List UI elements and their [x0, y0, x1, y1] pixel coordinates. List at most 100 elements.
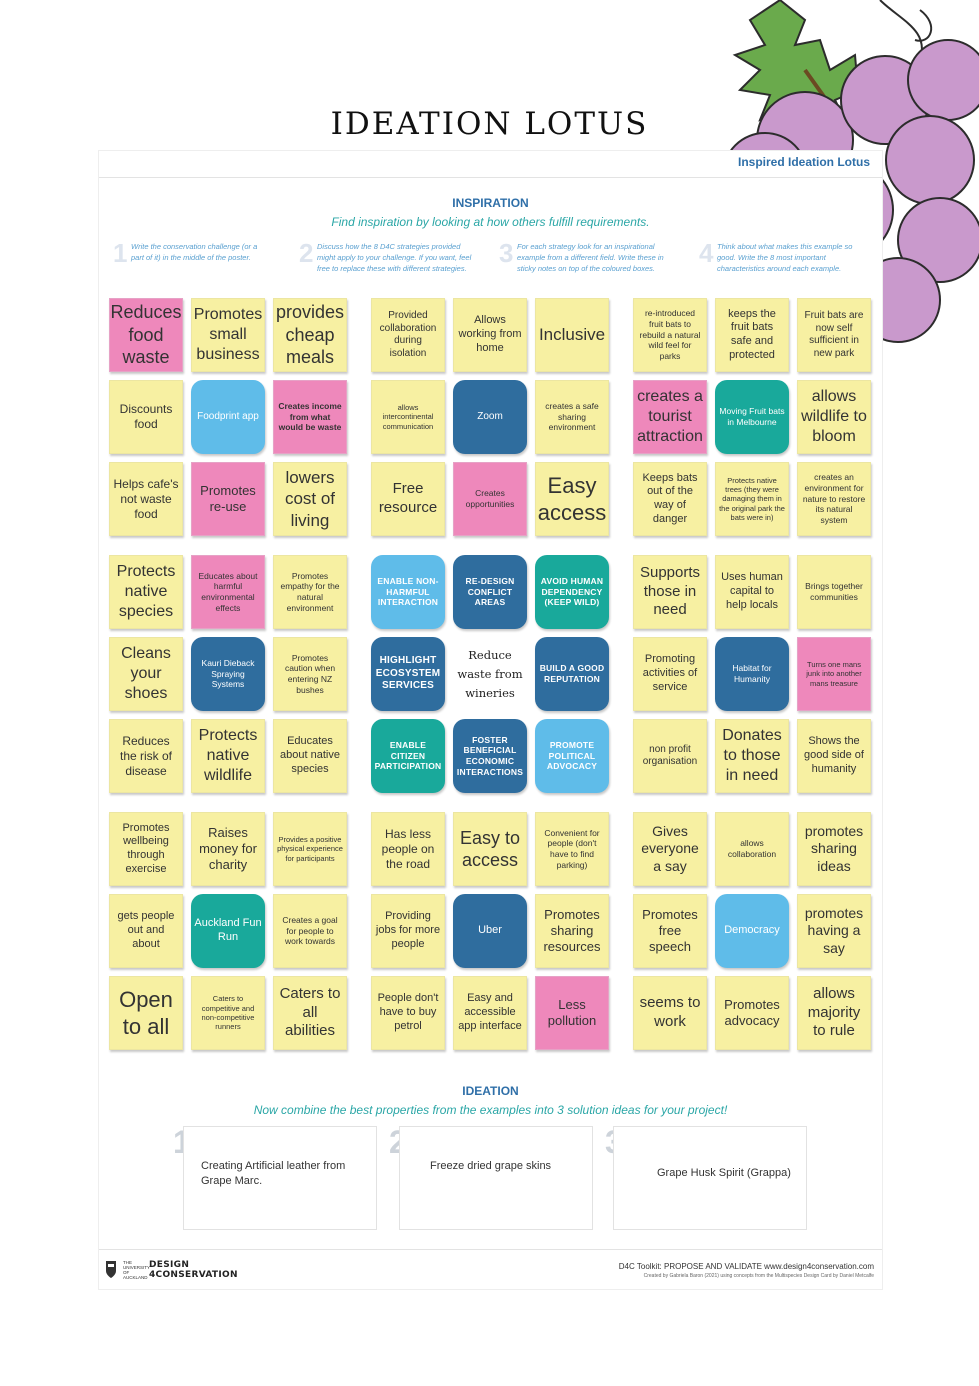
sticky-note[interactable]: Promotes re-use	[191, 462, 265, 536]
sticky-note[interactable]: Free resource	[371, 462, 445, 536]
sticky-note[interactable]: Protects native wildlife	[191, 719, 265, 793]
sticky-note[interactable]: allows wildlife to bloom	[797, 380, 871, 454]
sticky-note[interactable]: Inclusive	[535, 298, 609, 372]
sticky-note[interactable]: creates an environment for nature to res…	[797, 462, 871, 536]
sticky-note[interactable]: keeps the fruit bats safe and protected	[715, 298, 789, 372]
sticky-note[interactable]: Provides a positive physical experience …	[273, 812, 347, 886]
sticky-note[interactable]: Has less people on the road	[371, 812, 445, 886]
sticky-note[interactable]: Promotes sharing resources	[535, 894, 609, 968]
sticky-note[interactable]: Promotes empathy for the natural environ…	[273, 555, 347, 629]
sticky-note[interactable]: Supports those in need	[633, 555, 707, 629]
sticky-note[interactable]: Fruit bats are now self sufficient in ne…	[797, 298, 871, 372]
sticky-note[interactable]: Uber	[453, 894, 527, 968]
sticky-note[interactable]: Easy and accessible app interface	[453, 976, 527, 1050]
note-text: Protects native wildlife	[198, 727, 258, 784]
sticky-note[interactable]: Allows working from home	[453, 298, 527, 372]
note-text: Creates income from what would be waste	[278, 401, 342, 433]
sticky-note[interactable]: allows collaboration	[715, 812, 789, 886]
sticky-note[interactable]: promotes sharing ideas	[797, 812, 871, 886]
sticky-note[interactable]: seems to work	[633, 976, 707, 1050]
sticky-note[interactable]: Promotes free speech	[633, 894, 707, 968]
strategy-card[interactable]: BUILD A GOOD REPUTATION	[535, 637, 609, 711]
note-text: Promoting activities of service	[642, 653, 698, 693]
sticky-note[interactable]: creates a tourist attraction	[633, 380, 707, 454]
sticky-note[interactable]: Moving Fruit bats in Melbourne	[715, 380, 789, 454]
sticky-note[interactable]: promotes having a say	[797, 894, 871, 968]
note-text: Fruit bats are now self sufficient in ne…	[804, 310, 864, 359]
note-text: Gives everyone a say	[641, 822, 699, 874]
sticky-note[interactable]: lowers cost of living	[273, 462, 347, 536]
step-text: Write the conservation challenge (or a p…	[131, 242, 258, 262]
sticky-note[interactable]: Educates about native species	[273, 719, 347, 793]
sticky-note[interactable]: Helps cafe's not waste food	[109, 462, 183, 536]
note-text: lowers cost of living	[284, 468, 336, 530]
central-challenge-note[interactable]: Reduce waste from wineries	[453, 637, 527, 711]
strategy-card[interactable]: FOSTER BENEFICIAL ECONOMIC INTERACTIONS	[453, 719, 527, 793]
sticky-note[interactable]: Habitat for Humanity	[715, 637, 789, 711]
sticky-note[interactable]: Promotes caution when entering NZ bushes	[273, 637, 347, 711]
sticky-note[interactable]: Cleans your shoes	[109, 637, 183, 711]
idea-box-1[interactable]	[183, 1126, 377, 1230]
sticky-note[interactable]: Protects native trees (they were damagin…	[715, 462, 789, 536]
note-text: Reduce waste from wineries	[457, 647, 523, 700]
sticky-note[interactable]: Turns one mans junk into another mans tr…	[797, 637, 871, 711]
sticky-note[interactable]: People don't have to buy petrol	[371, 976, 445, 1050]
sticky-note[interactable]: Protects native species	[109, 555, 183, 629]
note-text: Providing jobs for more people	[375, 910, 441, 950]
sticky-note[interactable]: Discounts food	[109, 380, 183, 454]
sticky-note[interactable]: Caters to competitive and non-competitiv…	[191, 976, 265, 1050]
sticky-note[interactable]: Shows the good side of humanity	[797, 719, 871, 793]
sticky-note[interactable]: Democracy	[715, 894, 789, 968]
sticky-note[interactable]: Reduces the risk of disease	[109, 719, 183, 793]
sticky-note[interactable]: Promoting activities of service	[633, 637, 707, 711]
sticky-note[interactable]: creates a safe sharing environment	[535, 380, 609, 454]
note-text: Foodprint app	[197, 410, 259, 422]
sticky-note[interactable]: allows majority to rule	[797, 976, 871, 1050]
sticky-note[interactable]: allows intercontinental communication	[371, 380, 445, 454]
note-text: Caters to all abilities	[279, 984, 341, 1040]
note-text: Promotes small business	[193, 306, 263, 363]
strategy-card[interactable]: AVOID HUMAN DEPENDENCY (KEEP WILD)	[535, 555, 609, 629]
sticky-note[interactable]: Easy to access	[453, 812, 527, 886]
idea-box-2[interactable]	[399, 1126, 593, 1230]
sticky-note[interactable]: Auckland Fun Run	[191, 894, 265, 968]
strategy-card[interactable]: PROMOTE POLITICAL ADVOCACY	[535, 719, 609, 793]
sticky-note[interactable]: Educates about harmful environmental eff…	[191, 555, 265, 629]
note-text: allows majority to rule	[807, 984, 861, 1040]
idea-box-3[interactable]	[613, 1126, 807, 1230]
sticky-note[interactable]: provides cheap meals	[273, 298, 347, 372]
sticky-note[interactable]: Brings together communities	[797, 555, 871, 629]
sticky-note[interactable]: Promotes advocacy	[715, 976, 789, 1050]
sticky-note[interactable]: Foodprint app	[191, 380, 265, 454]
sticky-note[interactable]: Provided collaboration during isolation	[371, 298, 445, 372]
sticky-note[interactable]: Easy access	[535, 462, 609, 536]
sticky-note[interactable]: Reduces food waste	[109, 298, 183, 372]
poster-header-title: Inspired Ideation Lotus	[737, 155, 870, 169]
sticky-note[interactable]: Keeps bats out of the way of danger	[633, 462, 707, 536]
strategy-card[interactable]: ENABLE CITIZEN PARTICIPATION	[371, 719, 445, 793]
sticky-note[interactable]: Caters to all abilities	[273, 976, 347, 1050]
sticky-note[interactable]: re-introduced fruit bats to rebuild a na…	[633, 298, 707, 372]
sticky-note[interactable]: Creates income from what would be waste	[273, 380, 347, 454]
sticky-note[interactable]: Providing jobs for more people	[371, 894, 445, 968]
sticky-note[interactable]: Donates to those in need	[715, 719, 789, 793]
sticky-note[interactable]: Uses human capital to help locals	[715, 555, 789, 629]
strategy-card[interactable]: ENABLE NON-HARMFUL INTERACTION	[371, 555, 445, 629]
sticky-note[interactable]: Gives everyone a say	[633, 812, 707, 886]
sticky-note[interactable]: Raises money for charity	[191, 812, 265, 886]
sticky-note[interactable]: Zoom	[453, 380, 527, 454]
sticky-note[interactable]: Open to all	[109, 976, 183, 1050]
sticky-note[interactable]: Less pollution	[535, 976, 609, 1050]
sticky-note[interactable]: Promotes small business	[191, 298, 265, 372]
sticky-note[interactable]: Creates opportunities	[453, 462, 527, 536]
note-text: Shows the good side of humanity	[804, 735, 864, 775]
sticky-note[interactable]: Kauri Dieback Spraying Systems	[191, 637, 265, 711]
note-text: Supports those in need	[639, 563, 701, 619]
sticky-note[interactable]: Convenient for people (don't have to fin…	[535, 812, 609, 886]
sticky-note[interactable]: non profit organisation	[633, 719, 707, 793]
sticky-note[interactable]: Promotes wellbeing through exercise	[109, 812, 183, 886]
sticky-note[interactable]: Creates a goal for people to work toward…	[273, 894, 347, 968]
strategy-card[interactable]: RE-DESIGN CONFLICT AREAS	[453, 555, 527, 629]
strategy-card[interactable]: HIGHLIGHT ECOSYSTEM SERVICES	[371, 637, 445, 711]
sticky-note[interactable]: gets people out and about	[109, 894, 183, 968]
